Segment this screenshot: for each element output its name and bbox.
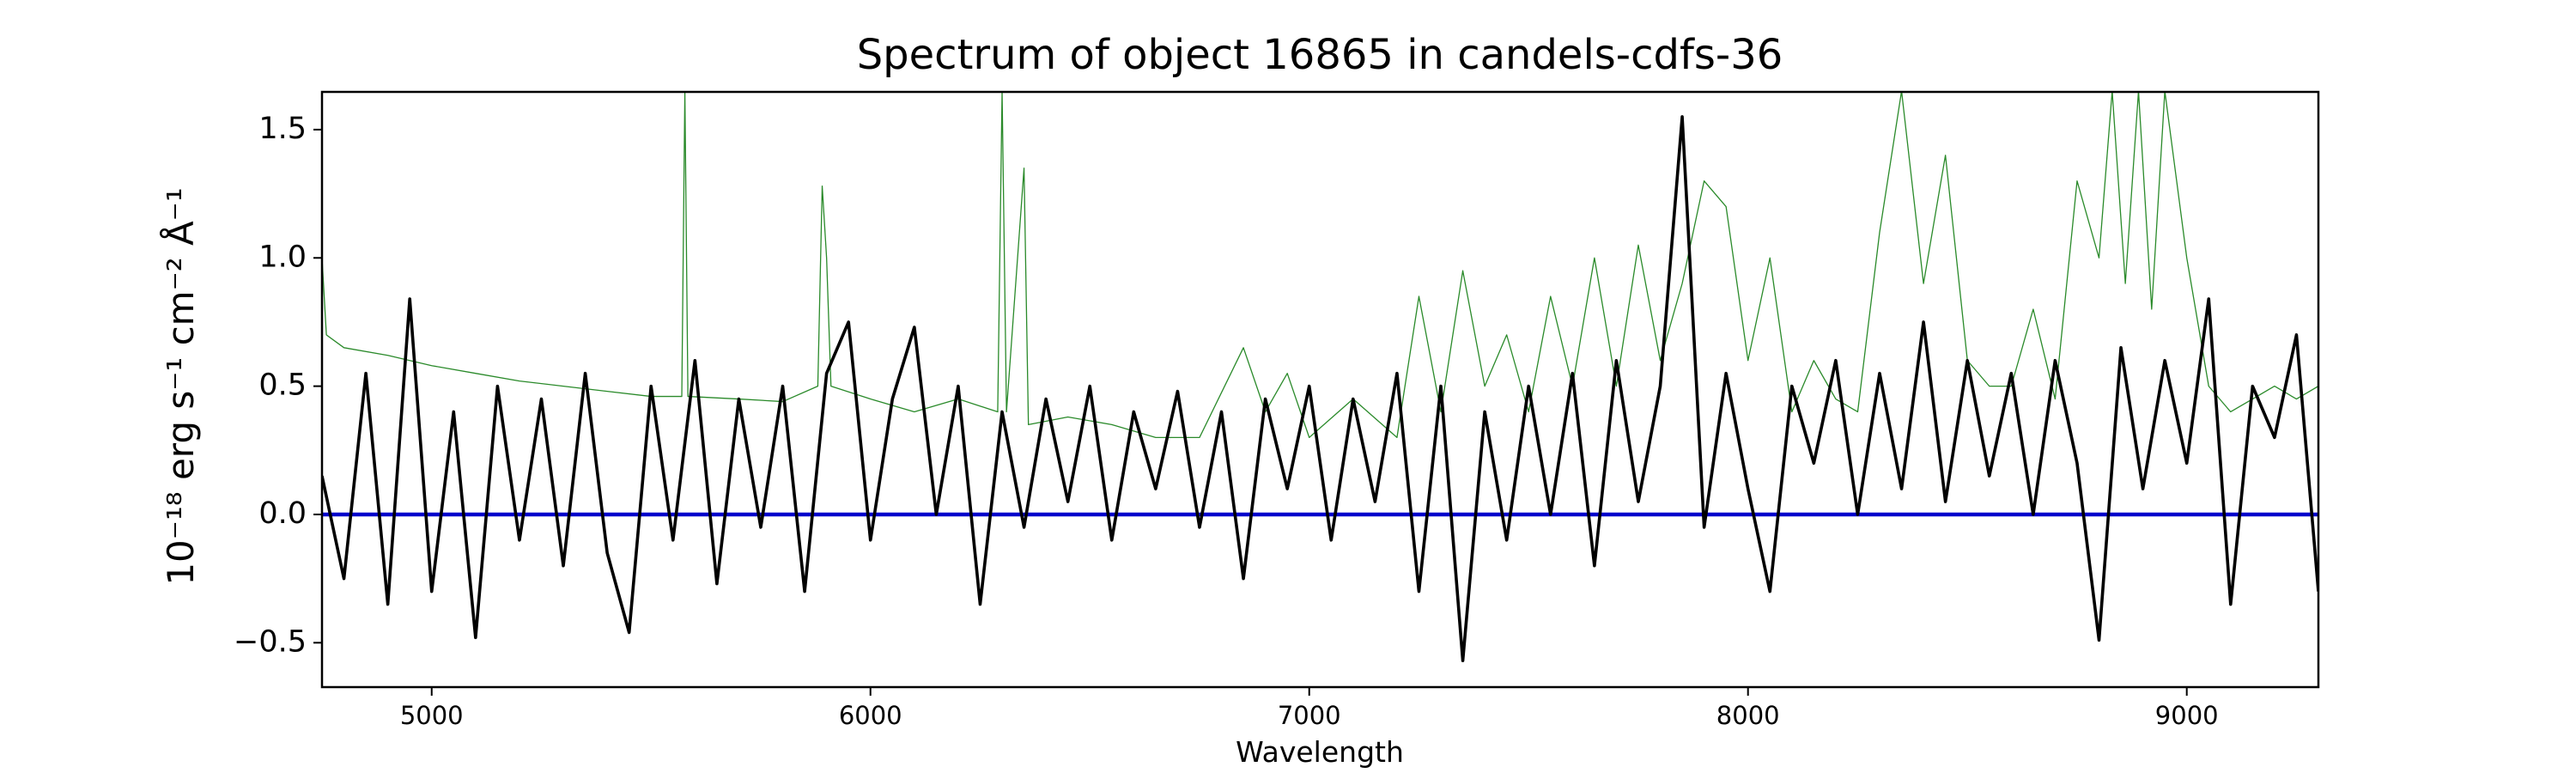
x-tick-label: 8000 <box>1716 701 1780 730</box>
x-tick-label: 5000 <box>400 701 464 730</box>
chart-title: Spectrum of object 16865 in candels-cdfs… <box>857 31 1783 79</box>
y-axis-label: 10⁻¹⁸ erg s⁻¹ cm⁻² Å⁻¹ <box>159 187 202 585</box>
x-tick-label: 9000 <box>2155 701 2219 730</box>
y-tick-label: 1.0 <box>258 240 307 274</box>
spectrum-line <box>322 115 2318 663</box>
y-tick-label: −0.5 <box>234 624 307 659</box>
y-tick-label: 1.5 <box>258 112 307 146</box>
x-tick-label: 6000 <box>839 701 902 730</box>
y-tick-label: 0.5 <box>258 368 307 403</box>
plot-area <box>322 92 2318 663</box>
x-tick-label: 7000 <box>1278 701 1341 730</box>
y-tick-label: 0.0 <box>258 496 307 531</box>
spectrum-line <box>322 92 2318 439</box>
axes-frame <box>320 90 2320 689</box>
x-axis-label: Wavelength <box>1236 735 1404 769</box>
